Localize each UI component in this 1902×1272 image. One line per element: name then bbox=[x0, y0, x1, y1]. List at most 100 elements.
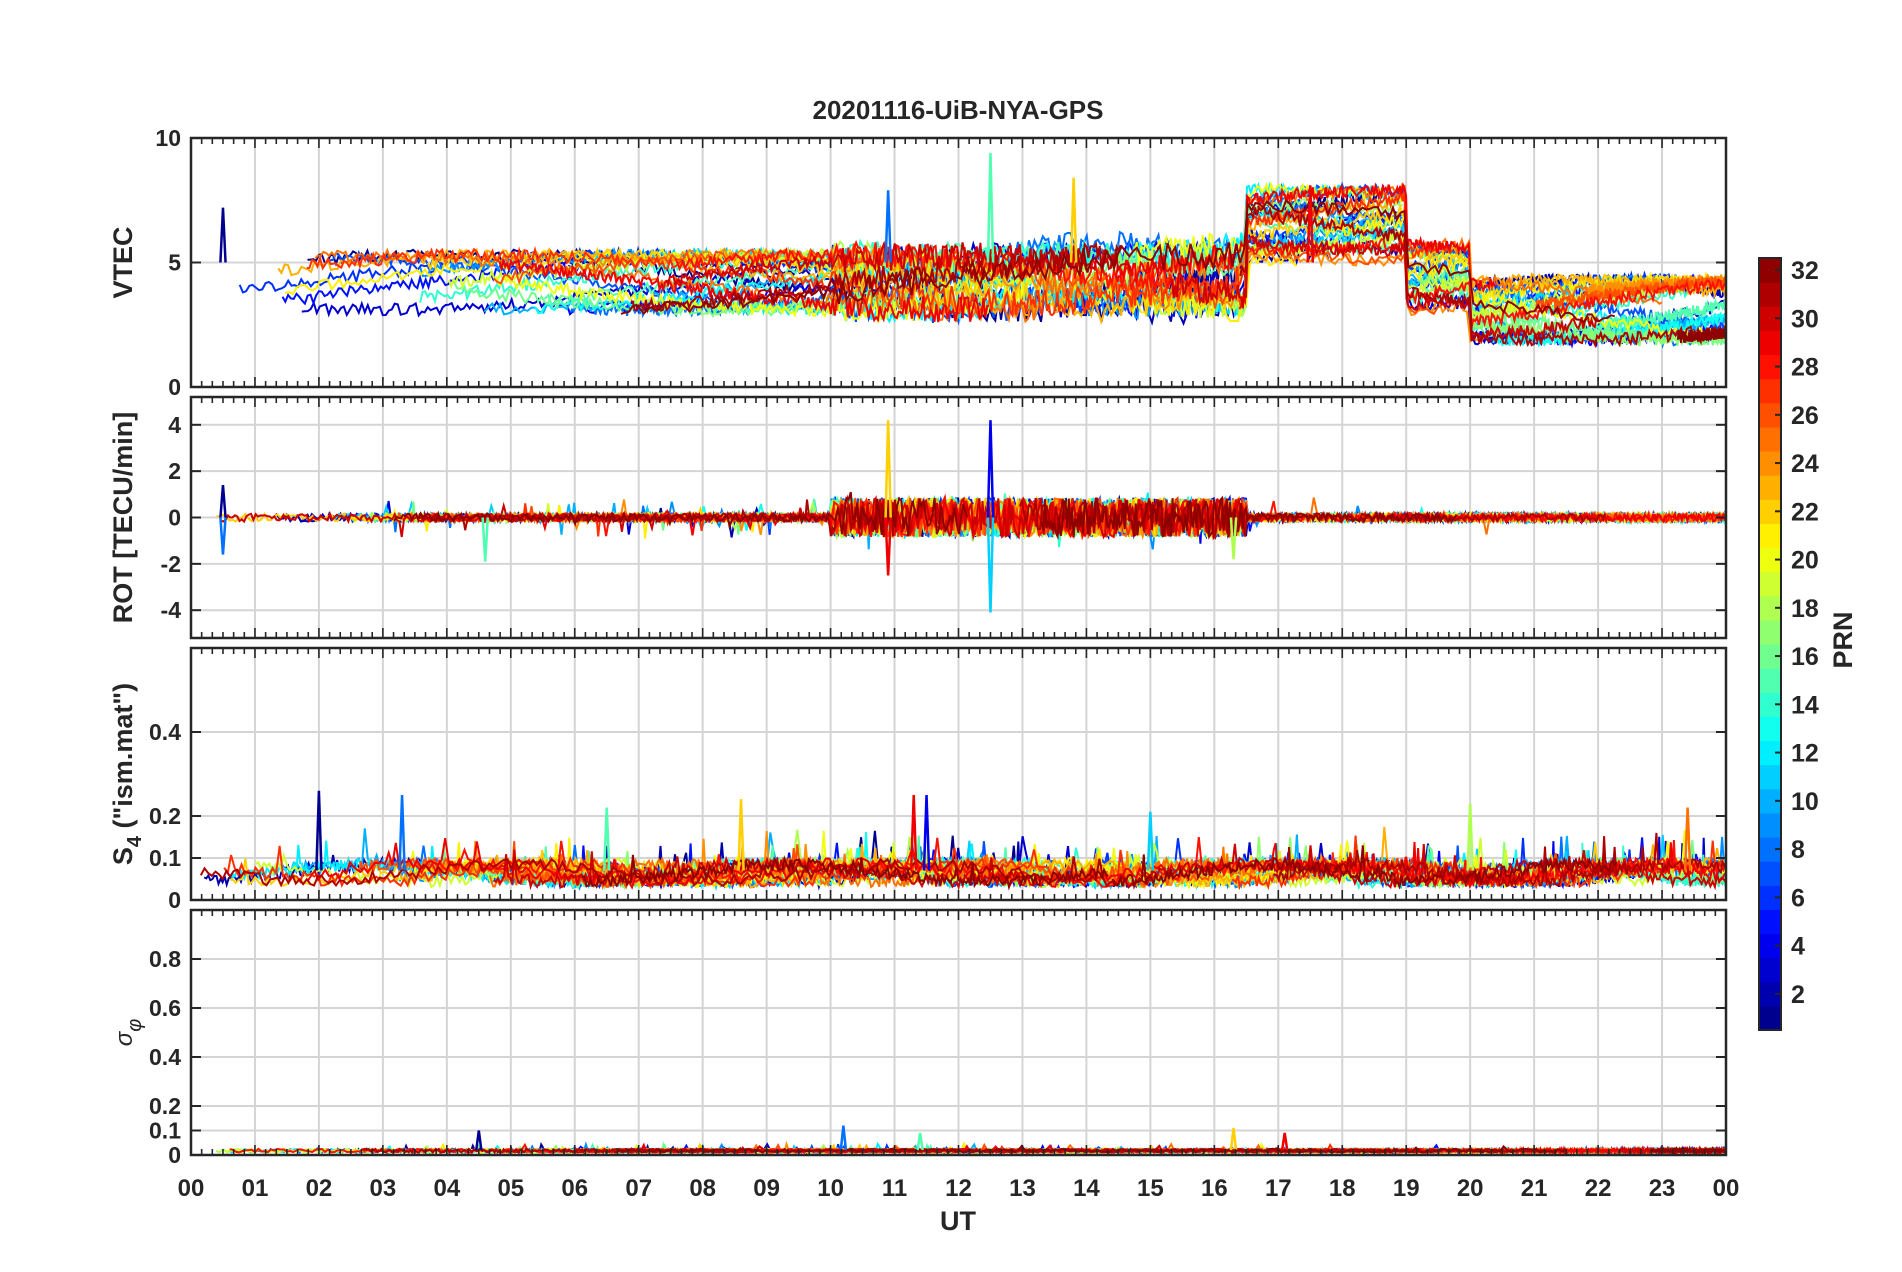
colorbar-segment bbox=[1759, 282, 1781, 307]
colorbar-segment bbox=[1759, 330, 1781, 356]
series-traces bbox=[199, 826, 1727, 892]
colorbar-tick-label: 4 bbox=[1791, 933, 1805, 961]
colorbar-segment bbox=[1759, 861, 1781, 886]
colorbar-tick-label: 20 bbox=[1791, 547, 1819, 575]
x-tick-label: 21 bbox=[1521, 1175, 1548, 1202]
spike-mark bbox=[922, 794, 931, 871]
spike-mark bbox=[884, 190, 892, 263]
x-tick-label: 16 bbox=[1201, 1175, 1228, 1202]
spike-mark bbox=[1683, 807, 1692, 871]
y-tick-label: 0.6 bbox=[149, 995, 181, 1021]
colorbar-segment bbox=[1759, 764, 1781, 790]
y-tick-label: -2 bbox=[161, 551, 181, 577]
figure-title: 20201116-UiB-NYA-GPS bbox=[813, 95, 1104, 125]
spike-mark bbox=[1146, 811, 1155, 871]
series-line-prn-30 bbox=[1169, 234, 1599, 345]
spike-mark bbox=[1466, 803, 1474, 871]
x-tick-label: 03 bbox=[370, 1175, 397, 1202]
colorbar-segment bbox=[1759, 426, 1781, 452]
series-traces bbox=[216, 491, 1727, 550]
x-tick-label: 02 bbox=[306, 1175, 333, 1202]
spike-mark bbox=[315, 790, 323, 871]
colorbar-segment bbox=[1759, 885, 1781, 910]
spike-mark bbox=[219, 517, 227, 555]
colorbar-segment bbox=[1759, 933, 1781, 959]
colorbar-segment bbox=[1759, 619, 1781, 645]
colorbar-tick-label: 18 bbox=[1791, 595, 1819, 623]
colorbar-label: PRN bbox=[1828, 611, 1858, 668]
colorbar-segment bbox=[1759, 909, 1781, 935]
colorbar-segment bbox=[1759, 957, 1781, 983]
series-line-prn-29 bbox=[498, 258, 990, 323]
x-tick-label: 00 bbox=[1713, 1175, 1740, 1202]
colorbar-tick-label: 26 bbox=[1791, 402, 1819, 430]
series-line-prn-32 bbox=[581, 854, 1109, 891]
colorbar-segment bbox=[1759, 692, 1781, 717]
y-tick-label: 0.2 bbox=[149, 803, 181, 829]
colorbar-tick-label: 12 bbox=[1791, 740, 1819, 768]
spike-mark bbox=[398, 794, 406, 871]
x-tick-label: 10 bbox=[817, 1175, 844, 1202]
colorbar-segment bbox=[1759, 644, 1781, 669]
spike-mark bbox=[1069, 177, 1078, 263]
spike-mark bbox=[884, 420, 892, 518]
x-tick-label: 17 bbox=[1265, 1175, 1292, 1202]
y-tick-label: 0.4 bbox=[149, 1044, 181, 1070]
series-line-prn-32 bbox=[1111, 845, 1618, 890]
y-tick-label: 4 bbox=[168, 412, 181, 438]
series-line-prn-31 bbox=[362, 1146, 757, 1155]
series-line-prn-27 bbox=[306, 245, 998, 318]
colorbar-segment bbox=[1759, 523, 1781, 549]
x-tick-label: 13 bbox=[1009, 1175, 1036, 1202]
spike-mark bbox=[909, 794, 918, 871]
colorbar-tick-label: 32 bbox=[1791, 257, 1819, 285]
x-axis-label: UT bbox=[940, 1206, 976, 1236]
y-tick-label: 0.2 bbox=[149, 1093, 181, 1119]
panel-sigma-phi: 00.10.2 0.4 0.6 0.8 σφ bbox=[111, 908, 1728, 1168]
y-axis-label-sigma_phi: σφ bbox=[111, 1019, 146, 1047]
y-axis-label-rot: ROT [TECU/min] bbox=[108, 412, 138, 623]
series-line-prn-28 bbox=[420, 493, 1295, 541]
spike-mark bbox=[1229, 517, 1238, 560]
y-tick-label: 0 bbox=[168, 1142, 181, 1168]
series-line-prn-28 bbox=[1238, 236, 1727, 329]
series-line-prn-31 bbox=[630, 241, 1122, 314]
colorbar-segment bbox=[1759, 740, 1781, 766]
colorbar-segment bbox=[1759, 668, 1781, 693]
series-line-prn-25 bbox=[1041, 182, 1663, 306]
colorbar-tick-label: 28 bbox=[1791, 354, 1819, 382]
spike-mark bbox=[986, 517, 995, 613]
x-tick-label: 22 bbox=[1585, 1175, 1612, 1202]
y-tick-label: 2 bbox=[168, 458, 181, 484]
spike-mark bbox=[737, 799, 745, 871]
y-tick-label: 0.8 bbox=[149, 946, 181, 972]
y-axis-label-vtec: VTEC bbox=[108, 226, 138, 298]
spike-mark bbox=[481, 517, 490, 562]
x-tick-label: 04 bbox=[433, 1175, 460, 1202]
x-tick-label: 19 bbox=[1393, 1175, 1420, 1202]
series-line-prn-30 bbox=[665, 240, 1132, 288]
colorbar-tick-label: 30 bbox=[1791, 305, 1819, 333]
colorbar-segment bbox=[1759, 402, 1781, 428]
spike-mark bbox=[602, 807, 611, 871]
colorbar-segment bbox=[1759, 1005, 1781, 1031]
x-tick-label: 00 bbox=[178, 1175, 205, 1202]
colorbar-segment bbox=[1759, 812, 1781, 838]
panel-s4: 0 0.1 0.2 0.4S4 ("ism.mat") bbox=[108, 646, 1728, 913]
colorbar-tick-label: 22 bbox=[1791, 498, 1819, 526]
x-tick-label: 12 bbox=[945, 1175, 972, 1202]
y-tick-label: 5 bbox=[168, 250, 181, 276]
spike-mark bbox=[986, 420, 995, 518]
colorbar-segment bbox=[1759, 716, 1781, 742]
spike-mark bbox=[839, 1125, 848, 1151]
series-line-prn-32 bbox=[1677, 326, 1727, 346]
colorbar-segment bbox=[1759, 451, 1781, 476]
colorbar-frame bbox=[1758, 257, 1782, 1031]
x-tick-label: 18 bbox=[1329, 1175, 1356, 1202]
y-tick-label: 0 bbox=[168, 887, 181, 913]
panel-vtec: 0 5 10 VTEC bbox=[108, 125, 1728, 400]
colorbar-segment bbox=[1759, 571, 1781, 597]
spike-mark bbox=[475, 1130, 483, 1151]
series-line-prn-32 bbox=[620, 198, 1615, 324]
